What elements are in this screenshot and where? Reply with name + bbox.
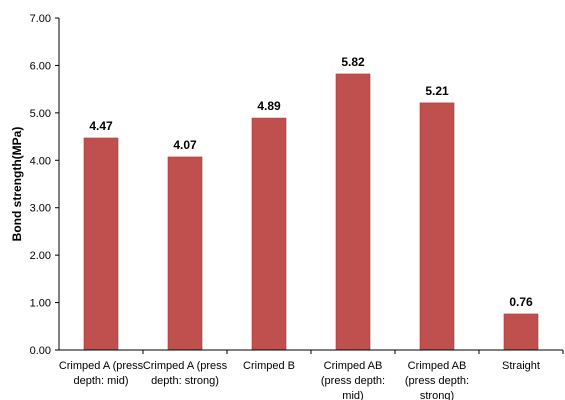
bar <box>251 117 287 351</box>
category-label: Crimped B <box>243 360 295 372</box>
axes <box>58 18 563 351</box>
category-label: Crimped AB (press depth: strong) <box>405 360 469 400</box>
bar <box>503 313 539 351</box>
category-label-line: (press depth: <box>321 375 385 387</box>
category-label-line: Crimped A (press <box>59 360 144 372</box>
y-tick-label: 1.00 <box>30 298 51 310</box>
bar <box>419 102 455 351</box>
category-label-line: strong) <box>420 390 454 400</box>
y-tick-label: 0.00 <box>30 345 51 357</box>
y-tick-label: 3.00 <box>30 203 51 215</box>
y-tick-label: 2.00 <box>30 250 51 262</box>
category-label-line: Straight <box>502 360 540 372</box>
bars <box>83 73 539 351</box>
data-label: 5.21 <box>425 84 449 98</box>
y-axis-title-group: Bond strength(MPa) <box>10 127 24 242</box>
category-label: Crimped AB (press depth: mid) <box>321 360 385 400</box>
y-tick-label: 4.00 <box>30 155 51 167</box>
data-label: 4.47 <box>89 119 113 133</box>
data-label: 0.76 <box>509 295 533 309</box>
data-labels: 4.47 4.07 4.89 5.82 5.21 0.76 <box>89 55 533 309</box>
y-axis-title: Bond strength(MPa) <box>10 127 24 242</box>
data-label: 5.82 <box>341 55 365 69</box>
category-label: Straight <box>502 360 540 372</box>
category-label: Crimped A (press depth: strong) <box>143 360 228 387</box>
y-tick-label: 7.00 <box>30 13 51 25</box>
y-tick-label: 5.00 <box>30 108 51 120</box>
category-labels: Crimped A (press depth: mid)Crimped A (pr… <box>59 350 564 400</box>
category-label-line: Crimped AB <box>324 360 383 372</box>
category-label-line: mid) <box>342 390 363 400</box>
category-label-line: Crimped A (press <box>143 360 228 372</box>
bar <box>83 137 119 351</box>
bar <box>167 156 203 351</box>
bar <box>335 73 371 351</box>
category-label-line: depth: mid) <box>73 375 128 387</box>
category-label-line: depth: strong) <box>151 375 219 387</box>
category-label-line: Crimped B <box>243 360 295 372</box>
category-label: Crimped A (press depth: mid) <box>59 360 144 387</box>
data-label: 4.89 <box>257 99 281 113</box>
y-tick-label: 6.00 <box>30 60 51 72</box>
data-label: 4.07 <box>173 138 197 152</box>
category-label-line: (press depth: <box>405 375 469 387</box>
y-axis-ticks: 0.00 1.00 2.00 3.00 4.00 5.00 6.00 7.00 <box>30 13 59 357</box>
category-label-line: Crimped AB <box>408 360 467 372</box>
